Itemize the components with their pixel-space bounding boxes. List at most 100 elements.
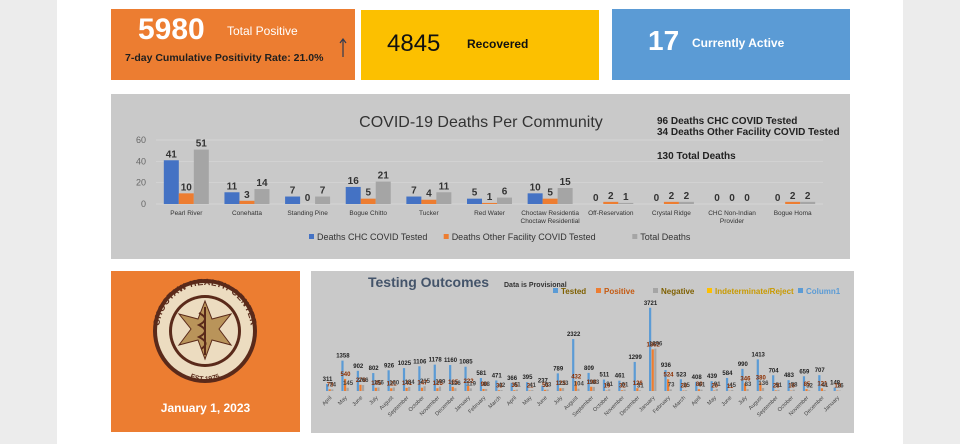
testing-category-label: March: [488, 395, 503, 410]
testing-data-label: 1358: [336, 354, 350, 360]
deaths-bar: [224, 192, 240, 204]
testing-bar: [592, 386, 595, 391]
testing-bar: [774, 390, 777, 391]
testing-bar: [746, 389, 749, 391]
testing-data-label: 20: [681, 384, 688, 390]
testing-data-label: 126: [451, 381, 462, 387]
testing-bar: [590, 386, 593, 391]
testing-bar: [623, 389, 626, 391]
testing-bar: [695, 381, 698, 391]
deaths-bar: [406, 196, 422, 204]
testing-category-label: April: [691, 395, 703, 407]
deaths-data-label: 7: [320, 186, 326, 197]
testing-bar: [805, 389, 808, 391]
testing-data-label: 90: [481, 382, 488, 388]
deaths-category-label: Bogue Homa: [774, 210, 812, 217]
testing-data-label: 42: [499, 383, 506, 389]
testing-bar: [326, 384, 329, 391]
testing-bar: [469, 388, 472, 391]
testing-bar: [479, 378, 483, 391]
testing-data-label: 1299: [628, 355, 642, 361]
testing-data-label: 85: [804, 382, 811, 388]
deaths-legend-swatch: [632, 234, 638, 239]
testing-bar: [823, 390, 826, 391]
testing-category-label: May: [706, 395, 718, 407]
testing-bar: [436, 388, 439, 391]
testing-data-label: 104: [574, 382, 585, 388]
testing-data-label: 222: [464, 379, 475, 385]
testing-bar: [636, 388, 639, 391]
testing-bar: [454, 388, 457, 391]
testing-data-label: 41: [529, 383, 536, 389]
testing-bar: [669, 389, 672, 391]
testing-bar: [513, 390, 516, 391]
testing-bar: [620, 390, 624, 391]
testing-data-label: 802: [369, 366, 380, 372]
testing-data-label: 28: [773, 383, 780, 389]
testing-data-label: 2322: [567, 332, 581, 338]
testing-category-label: June: [536, 395, 549, 408]
deaths-bar: [193, 149, 209, 204]
testing-bar: [649, 307, 652, 391]
testing-data-label: 1106: [413, 359, 427, 365]
testing-bar: [374, 387, 377, 391]
testing-bar: [787, 380, 790, 391]
deaths-bar: [663, 201, 679, 204]
total-positive-label: Total Positive: [227, 24, 298, 38]
testing-bar: [346, 387, 349, 391]
testing-category-label: March: [672, 395, 687, 410]
report-date: January 1, 2023: [160, 401, 251, 415]
deaths-bar: [178, 193, 194, 204]
testing-data-label: 524: [664, 372, 675, 378]
testing-bar: [608, 389, 611, 391]
deaths-note: 130 Total Deaths: [657, 151, 736, 162]
deaths-category-label: Tucker: [419, 210, 439, 217]
testing-bar: [495, 380, 498, 391]
deaths-category-label: CHC Non-Indian Provider: [708, 210, 756, 225]
deaths-bar: [678, 201, 694, 204]
testing-data-label: 3721: [644, 301, 658, 307]
testing-data-label: 1085: [459, 360, 473, 366]
testing-bar: [515, 389, 518, 391]
testing-bar: [725, 377, 729, 391]
testing-bar: [818, 375, 821, 391]
testing-bar: [572, 339, 575, 391]
deaths-legend-label: Deaths Other Facility COVID Tested: [452, 232, 596, 242]
deaths-y-tick: 60: [136, 135, 146, 145]
deaths-chart-title: COVID-19 Deaths Per Community: [359, 114, 603, 131]
deaths-data-label: 2: [790, 191, 796, 202]
deaths-data-label: 0: [593, 193, 599, 204]
testing-bar: [418, 366, 421, 391]
testing-bar: [761, 387, 765, 391]
testing-bar: [387, 370, 390, 391]
testing-bar: [777, 389, 780, 391]
deaths-note: 96 Deaths CHC COVID Tested: [657, 116, 797, 127]
testing-bar: [405, 387, 408, 391]
deaths-data-label: 10: [530, 182, 542, 193]
testing-data-label: 156: [374, 381, 385, 387]
seal-text-bottom: EST 1975: [189, 373, 221, 383]
testing-bar: [664, 370, 667, 391]
testing-bar: [772, 375, 775, 391]
total-positive-card: 5980 Total Positive 7-day Cumulative Pos…: [111, 9, 355, 80]
deaths-category-label: Off-Reservation: [588, 210, 634, 217]
deaths-data-label: 10: [181, 182, 193, 193]
testing-data-label: 119: [466, 381, 476, 387]
testing-bar: [449, 365, 452, 391]
testing-data-label: 432: [571, 374, 582, 380]
testing-bar: [451, 386, 454, 391]
testing-data-label: 395: [522, 375, 533, 381]
testing-category-label: June: [351, 395, 364, 408]
testing-data-label: 190: [587, 380, 598, 386]
active-label: Currently Active: [692, 36, 785, 50]
testing-bar: [420, 387, 424, 391]
deaths-category-label: Standing Pine: [287, 210, 328, 217]
testing-data-label: 45: [729, 383, 736, 389]
testing-data-label: 215: [420, 379, 431, 385]
testing-bar: [464, 366, 467, 391]
testing-data-label: 523: [676, 372, 687, 378]
testing-bar: [654, 348, 657, 391]
deaths-category-label: Crystal Ridge: [652, 210, 691, 217]
deaths-legend-label: Deaths CHC COVID Tested: [317, 232, 427, 242]
testing-bar: [408, 386, 411, 391]
